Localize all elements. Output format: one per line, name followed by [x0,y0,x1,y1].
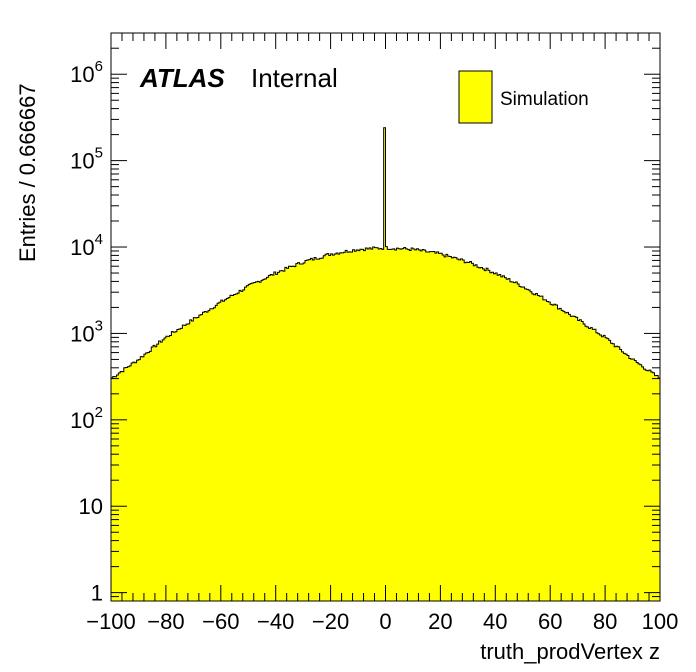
x-tick-label: 0 [379,609,391,634]
legend-swatch-simulation [458,70,493,124]
y-tick-label: 1 [91,581,103,606]
x-tick-label: 100 [642,609,679,634]
x-tick-labels: −100 −80 −60 −40 −20 0 20 40 60 80 100 [86,609,678,634]
x-axis-title: truth_prodVertex z [480,639,660,664]
y-tick-label: 103 [70,317,103,346]
legend-label-simulation: Simulation [500,89,589,110]
histogram-bars [110,127,661,602]
y-tick-label: 102 [70,404,103,433]
x-tick-label: −80 [147,609,184,634]
axis-ticks [110,32,661,602]
atlas-label: ATLAS [139,63,225,93]
y-tick-label: 10 [79,494,103,519]
atlas-sublabel: Internal [251,63,338,93]
y-tick-label: 105 [70,145,103,174]
y-tick-label: 106 [70,58,103,87]
legend: Simulation [458,70,589,124]
x-tick-label: −100 [86,609,136,634]
x-tick-label: −40 [257,609,294,634]
x-tick-label: 40 [483,609,507,634]
y-axis-title: Entries / 0.666667 [15,83,40,262]
y-tick-label: 104 [70,231,103,260]
x-tick-label: 20 [428,609,452,634]
x-tick-label: −60 [202,609,239,634]
y-tick-labels: 1 10 102 103 104 105 106 [70,58,103,605]
x-tick-label: 80 [593,609,617,634]
histogram [110,127,661,602]
x-tick-label: −20 [312,609,349,634]
x-tick-label: 60 [538,609,562,634]
